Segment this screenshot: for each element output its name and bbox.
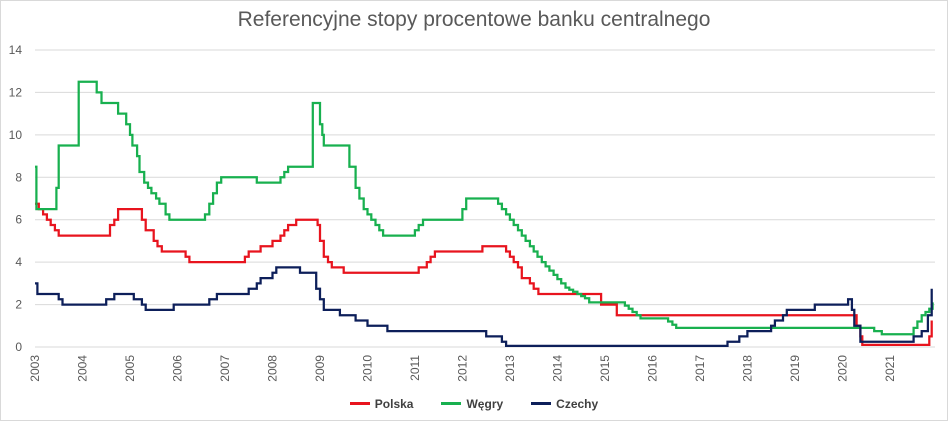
y-tick-label: 6 — [15, 213, 22, 227]
x-tick-label: 2015 — [598, 355, 612, 382]
x-tick-label: 2003 — [28, 355, 42, 382]
legend-item: Polska — [349, 396, 414, 411]
legend-swatch — [531, 402, 552, 406]
x-tick-label: 2010 — [360, 355, 374, 382]
y-tick-label: 12 — [9, 85, 23, 99]
x-tick-label: 2021 — [883, 355, 897, 382]
x-tick-label: 2016 — [645, 355, 659, 382]
y-axis-tick-labels: 0 2 4 6 8 10 12 14 — [9, 43, 23, 354]
chart-title: Referencyjne stopy procentowe banku cent… — [237, 8, 711, 31]
series-line-polska — [35, 202, 933, 347]
gridlines — [35, 49, 935, 348]
y-tick-label: 2 — [15, 298, 22, 312]
y-tick-label: 8 — [15, 170, 22, 184]
x-tick-label: 2020 — [835, 355, 849, 382]
legend-label: Węgry — [466, 396, 504, 411]
legend-item: Czechy — [531, 396, 598, 411]
legend-swatch — [349, 402, 370, 406]
x-tick-label: 2018 — [740, 355, 754, 382]
x-tick-label: 2013 — [503, 355, 517, 382]
legend: Polska Węgry Czechy — [0, 396, 948, 411]
series-lines — [35, 80, 934, 348]
x-axis-tick-labels: 2003 2004 2005 2006 2007 2008 2009 2010 2011 2012… — [28, 355, 897, 382]
x-tick-label: 2014 — [550, 355, 564, 382]
legend-label: Polska — [374, 396, 414, 411]
y-tick-label: 0 — [15, 340, 22, 354]
series-line-węgry — [35, 80, 934, 336]
x-tick-label: 2012 — [455, 355, 469, 382]
x-tick-label: 2007 — [218, 355, 232, 382]
x-tick-label: 2009 — [313, 355, 327, 382]
x-tick-label: 2008 — [265, 355, 279, 382]
x-tick-label: 2019 — [788, 355, 802, 382]
legend-label: Czechy — [556, 396, 599, 411]
x-tick-label: 2011 — [408, 355, 422, 381]
y-tick-label: 4 — [15, 255, 22, 269]
x-tick-label: 2017 — [693, 355, 707, 382]
x-tick-label: 2004 — [75, 355, 89, 382]
x-tick-label: 2005 — [123, 355, 137, 382]
y-tick-label: 10 — [9, 128, 23, 142]
x-tick-label: 2006 — [170, 355, 184, 382]
legend-item: Węgry — [441, 396, 503, 411]
legend-swatch — [441, 402, 462, 406]
y-tick-label: 14 — [9, 43, 23, 57]
series-line-czechy — [35, 266, 933, 348]
